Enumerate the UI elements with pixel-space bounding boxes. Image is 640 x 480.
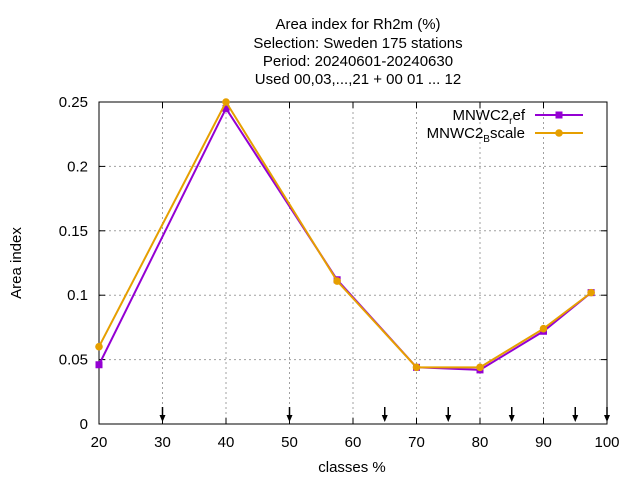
y-axis-label: Area index (8, 227, 25, 299)
data-point (539, 324, 548, 333)
y-tick-label: 0.25 (59, 94, 88, 111)
data-point (587, 288, 595, 297)
class-arrow-markers (159, 407, 610, 422)
y-tick-labels: 0 0.05 0.1 0.15 0.2 0.25 (59, 94, 88, 433)
class-arrow (286, 407, 293, 422)
class-arrow-head (286, 415, 293, 422)
x-tick-label: 80 (472, 434, 489, 451)
class-arrow-head (604, 415, 610, 422)
legend-swatch-marker (555, 129, 563, 137)
data-point (222, 98, 230, 106)
y-tick-label: 0 (80, 416, 88, 433)
series-1 (95, 104, 595, 374)
x-tick-label: 100 (594, 434, 619, 451)
y-tick-label: 0.2 (67, 158, 88, 175)
x-tick-label: 60 (345, 434, 362, 451)
data-series (95, 98, 595, 374)
legend-item: MNWC2Bscale (427, 125, 583, 145)
data-point (412, 363, 421, 372)
series-line (98, 106, 592, 371)
title-line-3: Period: 20240601-20240630 (263, 53, 453, 70)
data-point (95, 342, 103, 351)
title-line-2: Selection: Sweden 175 stations (253, 35, 462, 52)
class-arrow (572, 407, 579, 422)
class-arrow-head (381, 415, 388, 422)
class-arrow (159, 407, 166, 422)
data-point (476, 363, 484, 372)
legend-label: MNWC2ref (452, 107, 525, 127)
data-point (95, 361, 103, 369)
data-point (222, 104, 230, 112)
x-tick-label: 90 (535, 434, 552, 451)
title-line-1: Area index for Rh2m (%) (275, 16, 440, 33)
chart-title: Area index for Rh2m (%) Selection: Swede… (253, 16, 462, 88)
class-arrow (604, 407, 610, 422)
legend-item: MNWC2ref (452, 107, 583, 127)
legend-label: MNWC2Bscale (427, 125, 525, 145)
y-tick-label: 0.05 (59, 352, 88, 369)
x-axis-label: classes % (318, 459, 386, 476)
data-point (333, 277, 341, 285)
legend-swatch-marker (555, 111, 563, 119)
title-line-4: Used 00,03,...,21 + 00 01 ... 12 (255, 71, 461, 88)
tick-marks (98, 101, 608, 425)
x-tick-labels: 20 30 40 50 60 70 80 90 100 (91, 434, 620, 451)
grid (99, 102, 607, 424)
x-tick-label: 30 (154, 434, 171, 451)
class-arrow-head (445, 415, 452, 422)
class-arrow (445, 407, 452, 422)
x-tick-label: 50 (281, 434, 298, 451)
class-arrow-head (508, 415, 515, 422)
y-tick-label: 0.15 (59, 223, 88, 240)
x-tick-label: 70 (408, 434, 425, 451)
x-tick-label: 20 (91, 434, 108, 451)
series-2 (95, 98, 595, 372)
class-arrow (381, 407, 388, 422)
class-arrow (508, 407, 515, 422)
class-arrow-head (572, 415, 579, 422)
x-tick-label: 40 (218, 434, 235, 451)
y-tick-label: 0.1 (67, 287, 88, 304)
class-arrow-head (159, 415, 166, 422)
